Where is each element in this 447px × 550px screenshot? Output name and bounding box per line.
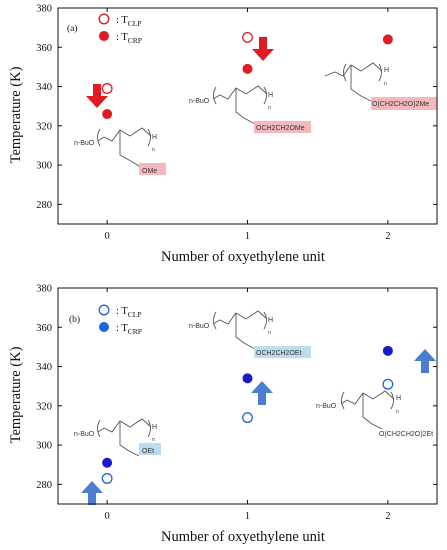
x-axis-label-a: Number of oxyethylene unit bbox=[161, 249, 325, 265]
y-tick-label-b-1: 300 bbox=[36, 441, 52, 452]
structure-a-0-end: n-BuO bbox=[74, 140, 95, 147]
x-tick-label-b-2: 2 bbox=[385, 511, 390, 522]
legend-a-filled-marker bbox=[99, 31, 109, 41]
plot-frame-b bbox=[57, 287, 438, 505]
y-tick-label-b-3: 340 bbox=[36, 362, 52, 373]
axes-a: 280 300 320 340 360 380 0 1 2 bbox=[36, 4, 438, 242]
legend-b-crp-sub: CRP bbox=[128, 327, 142, 336]
point-a-tcrp-2 bbox=[382, 34, 393, 45]
structure-a-1-repeat: n bbox=[268, 105, 271, 111]
point-b-tcrp-0 bbox=[102, 457, 113, 468]
panel-a: Temperature (K) Number of oxyethylene un… bbox=[8, 4, 438, 265]
legend-a: : TCLP : TCRP bbox=[98, 13, 142, 45]
y-tick-label-b-2: 320 bbox=[36, 401, 52, 412]
y-axis-label-a: Temperature (K) bbox=[8, 66, 24, 163]
structure-b-0-terminal: H bbox=[152, 424, 157, 431]
plot-frame-a bbox=[57, 7, 438, 225]
structure-b-1-repeat: n bbox=[268, 330, 271, 336]
x-tick-label-a-1: 1 bbox=[245, 231, 250, 242]
legend-b-crp: : TCRP bbox=[116, 323, 142, 336]
structure-b-0-repeat: n bbox=[152, 437, 155, 443]
structure-a-1: n-BuO OCH2CH2OMe n H bbox=[189, 85, 311, 133]
point-a-tcrp-1 bbox=[242, 63, 253, 74]
y-tick-label-a-1: 300 bbox=[36, 161, 52, 172]
x-axis-label-b: Number of oxyethylene unit bbox=[161, 529, 325, 545]
structure-a-0-terminal: H bbox=[152, 134, 157, 141]
legend-a-clp-sub: CLP bbox=[128, 19, 142, 28]
point-a-tcrp-0 bbox=[102, 109, 113, 120]
structure-b-1-end: n-BuO bbox=[189, 323, 210, 330]
structure-b-2-terminal: H bbox=[396, 395, 401, 402]
panel-label-b: (b) bbox=[69, 314, 80, 325]
structure-a-0: n-BuO OMe n H bbox=[74, 127, 166, 175]
point-b-tcrp-1 bbox=[242, 373, 253, 384]
legend-a-crp: : TCRP bbox=[116, 32, 142, 45]
point-b-tclp-0 bbox=[101, 473, 113, 484]
arrow-a-1 bbox=[252, 37, 274, 61]
structure-b-2-repeat: n bbox=[396, 409, 399, 415]
legend-b-clp-sub: CLP bbox=[128, 310, 142, 319]
point-b-tcrp-2 bbox=[382, 345, 393, 356]
legend-b-clp-main: : T bbox=[116, 306, 128, 317]
legend-b-crp-main: : T bbox=[116, 323, 128, 334]
legend-a-open-marker bbox=[98, 13, 110, 25]
structure-b-0-end: n-BuO bbox=[74, 431, 95, 438]
structure-b-0-side: OEt bbox=[142, 448, 154, 455]
x-tick-label-b-1: 1 bbox=[245, 511, 250, 522]
y-tick-label-a-0: 280 bbox=[36, 200, 52, 211]
y-tick-label-a-5: 380 bbox=[36, 4, 52, 15]
structure-b-2-end: n-BuO bbox=[316, 403, 337, 410]
structure-a-1-side: OCH2CH2OMe bbox=[256, 125, 305, 132]
marks-b bbox=[101, 345, 394, 484]
point-b-tclp-1 bbox=[242, 412, 253, 424]
structure-a-0-side: OMe bbox=[142, 168, 157, 175]
legend-a-clp-main: : T bbox=[116, 15, 128, 26]
structure-a-1-terminal: H bbox=[268, 92, 273, 99]
y-tick-label-a-4: 360 bbox=[36, 43, 52, 54]
point-a-tclp-0 bbox=[101, 83, 113, 94]
structure-b-1-side: OCH2CH2OEt bbox=[256, 350, 302, 357]
structure-a-1-end: n-BuO bbox=[189, 98, 210, 105]
y-tick-label-a-3: 340 bbox=[36, 82, 52, 93]
structure-a-2: O(CH2CH2O)2Me n H bbox=[324, 62, 437, 110]
y-tick-label-b-4: 360 bbox=[36, 323, 52, 334]
y-tick-label-b-0: 280 bbox=[36, 480, 52, 491]
arrow-b-2 bbox=[414, 349, 436, 373]
marks-a bbox=[101, 32, 393, 120]
y-tick-label-b-5: 380 bbox=[36, 284, 52, 295]
panel-label-a: (a) bbox=[67, 23, 78, 34]
y-axis-label-b: Temperature (K) bbox=[8, 346, 24, 443]
axes-b: 280 300 320 340 360 380 0 1 2 bbox=[36, 284, 438, 522]
legend-a-crp-main: : T bbox=[116, 32, 128, 43]
structure-b-1: n-BuO OCH2CH2OEt n H bbox=[189, 310, 311, 358]
legend-b-filled-marker bbox=[99, 322, 109, 332]
x-tick-label-b-0: 0 bbox=[105, 511, 110, 522]
structure-a-2-terminal: H bbox=[384, 67, 389, 74]
legend-b-open-marker bbox=[98, 304, 110, 316]
x-tick-label-a-2: 2 bbox=[385, 231, 390, 242]
point-a-tclp-1 bbox=[242, 32, 253, 43]
x-tick-label-a-0: 0 bbox=[105, 231, 110, 242]
legend-b-clp: : TCLP bbox=[116, 306, 142, 319]
structure-a-2-side: O(CH2CH2O)2Me bbox=[372, 101, 429, 108]
arrow-a-0 bbox=[86, 84, 108, 108]
structure-b-2: n-BuO O(CH2CH2O)2Et n H bbox=[316, 390, 433, 438]
structure-b-0: n-BuO OEt n H bbox=[74, 418, 161, 457]
arrow-b-1 bbox=[251, 381, 273, 405]
structure-b-1-terminal: H bbox=[268, 317, 273, 324]
point-b-tclp-2 bbox=[382, 378, 394, 390]
structure-b-2-side: O(CH2CH2O)2Et bbox=[379, 431, 433, 438]
legend-a-crp-sub: CRP bbox=[128, 36, 142, 45]
y-tick-label-a-2: 320 bbox=[36, 121, 52, 132]
arrow-b-0 bbox=[81, 481, 103, 505]
structure-a-0-repeat: n bbox=[152, 147, 155, 153]
panel-b: Temperature (K) Number of oxyethylene un… bbox=[8, 284, 438, 545]
legend-b: : TCLP : TCRP bbox=[98, 304, 142, 336]
structure-a-2-repeat: n bbox=[384, 81, 387, 87]
legend-a-clp: : TCLP bbox=[116, 15, 142, 28]
